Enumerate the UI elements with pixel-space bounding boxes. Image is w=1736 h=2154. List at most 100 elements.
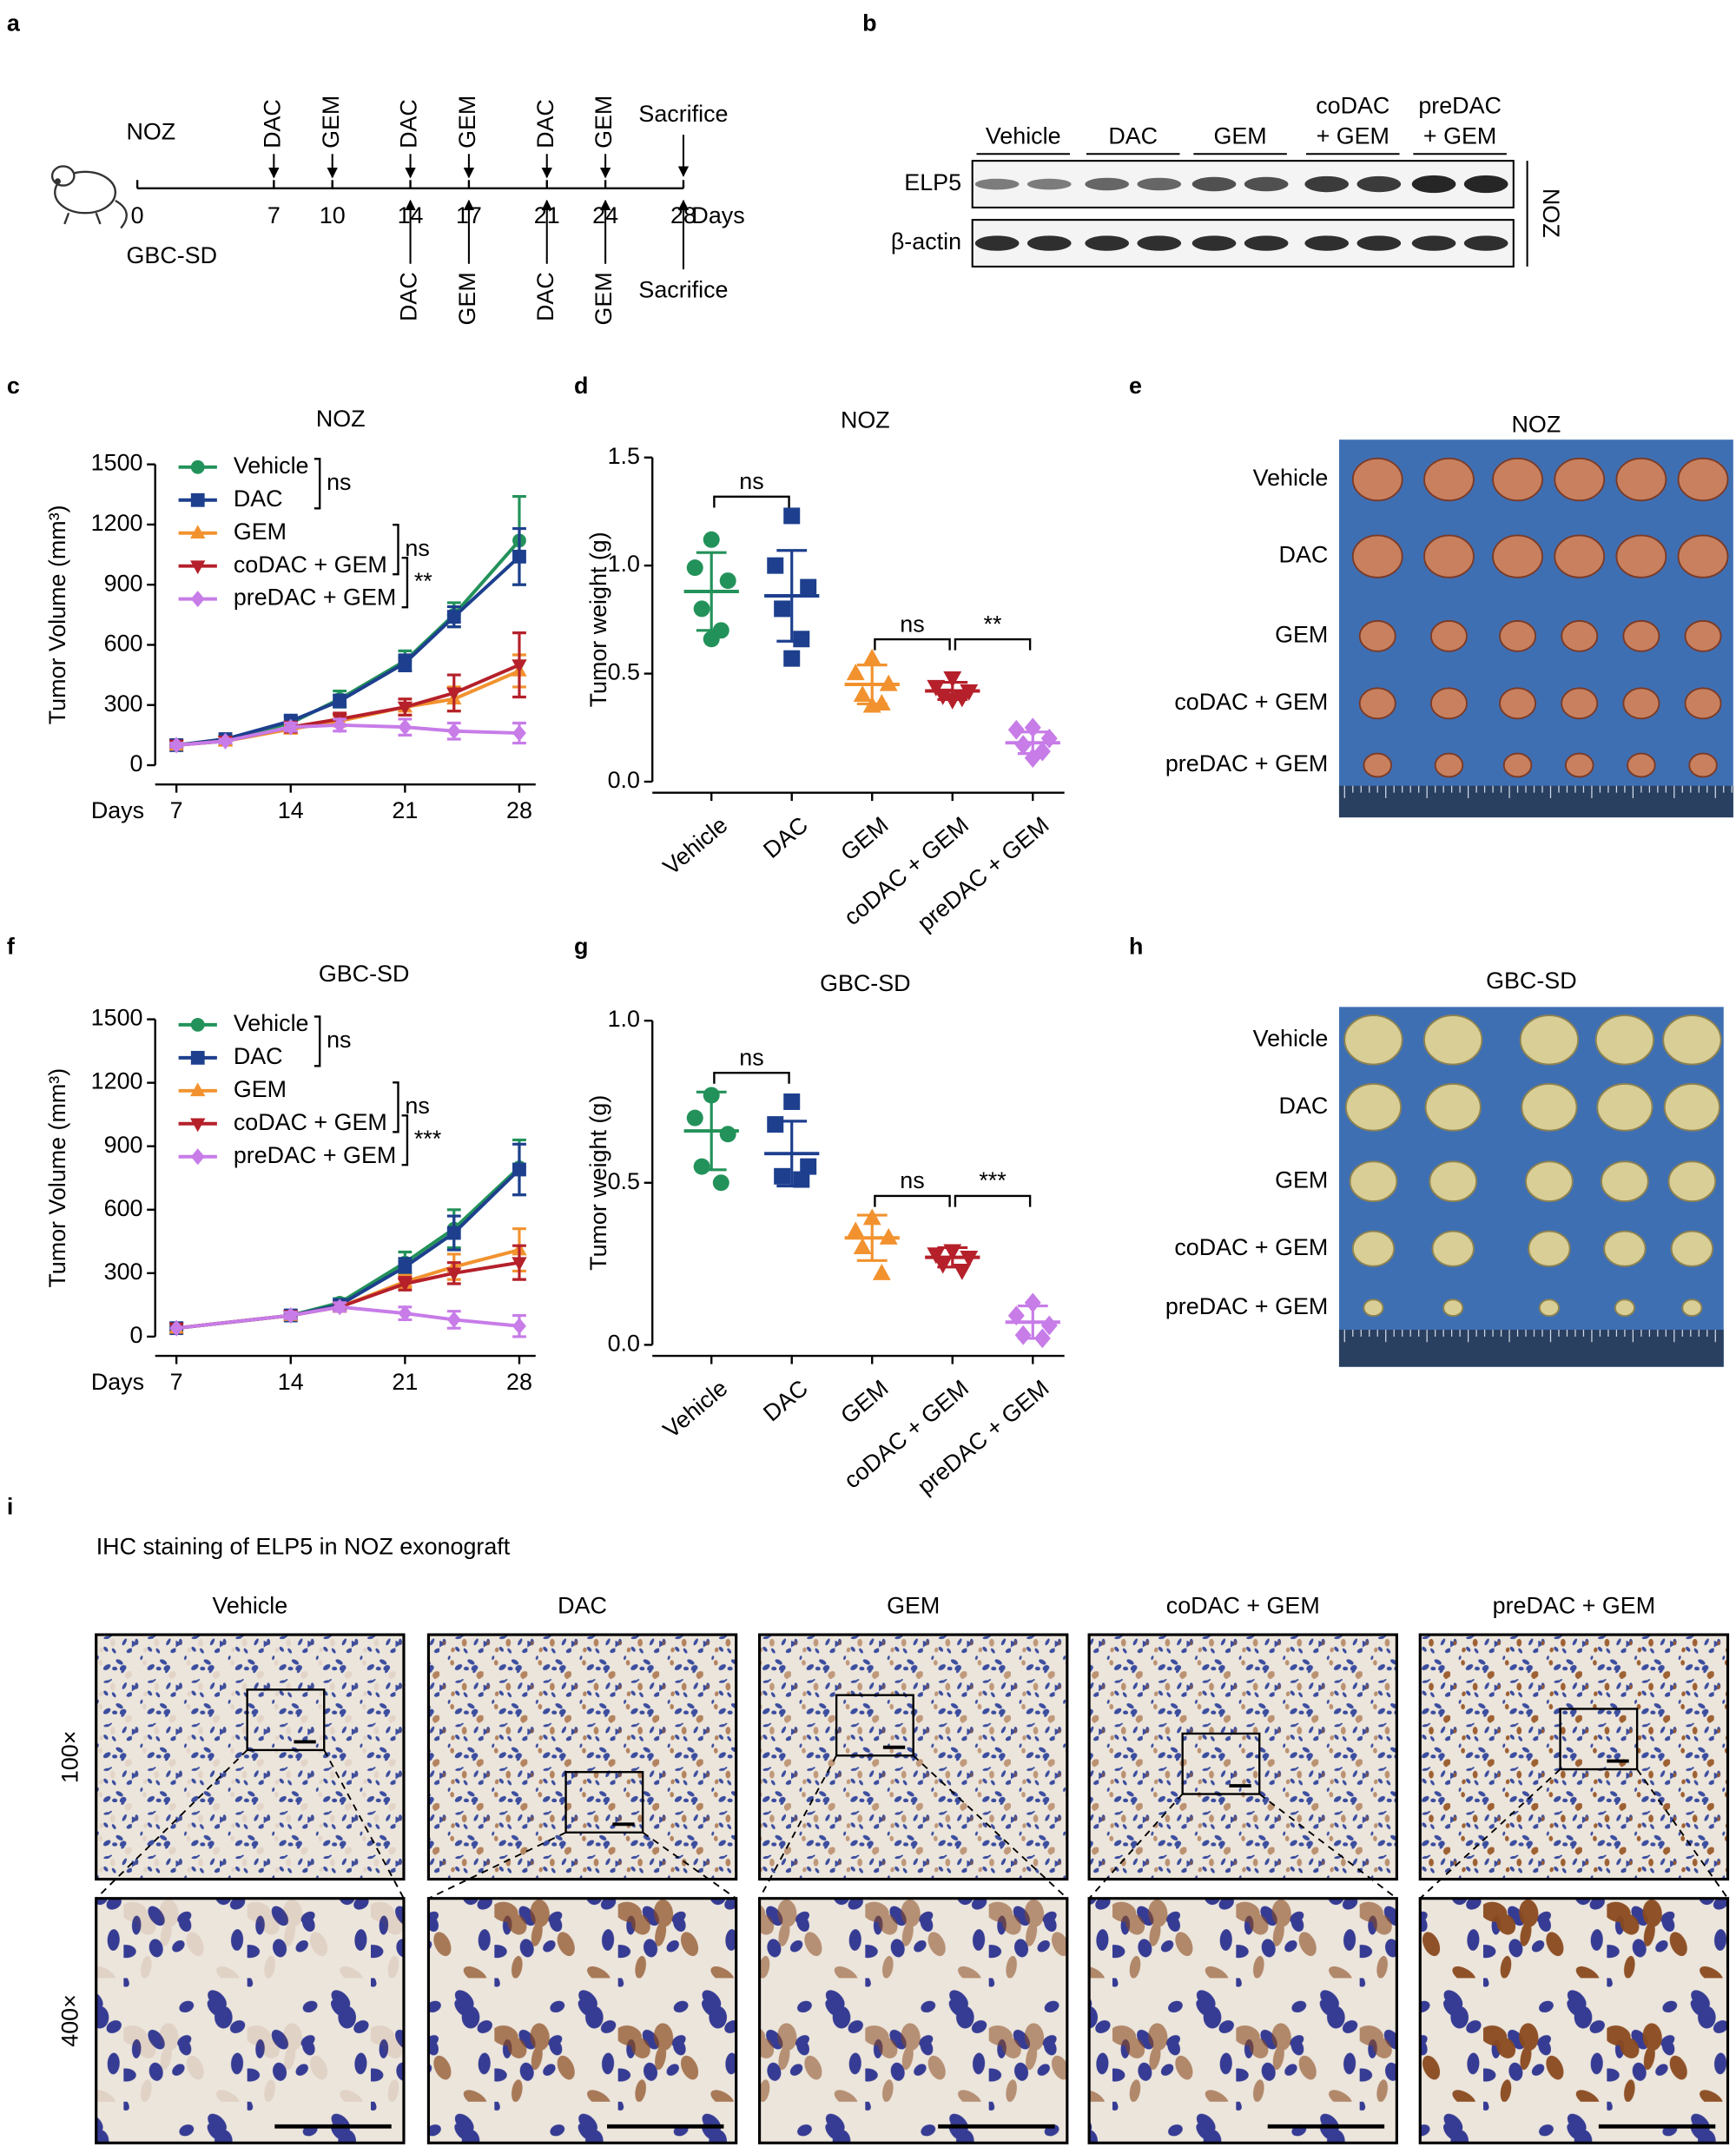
point	[943, 692, 962, 710]
point	[512, 1257, 527, 1272]
point	[934, 1257, 953, 1274]
tumor	[1663, 1082, 1720, 1132]
x-tick-label: DAC	[758, 811, 813, 862]
micrograph-stain	[428, 1635, 736, 1880]
micrograph-stain	[1089, 1635, 1397, 1880]
point	[943, 671, 962, 688]
legend-label: GEM	[234, 519, 287, 545]
tumor	[1499, 619, 1537, 652]
tumor	[1670, 1230, 1714, 1267]
band	[1137, 177, 1182, 191]
band	[1244, 176, 1289, 192]
zoom-box	[835, 1694, 914, 1757]
row-label: ELP5	[904, 169, 961, 195]
y-tick-label: 0.5	[608, 1168, 640, 1194]
tumor	[1667, 1160, 1717, 1202]
tumor	[1351, 1230, 1396, 1267]
point	[693, 600, 710, 618]
y-tick-label: 600	[104, 1195, 143, 1221]
tumor	[1614, 1298, 1635, 1318]
point	[398, 656, 413, 671]
point	[1024, 1292, 1041, 1313]
y-tick-label: 0.0	[608, 1330, 640, 1356]
legend-marker	[190, 1082, 206, 1097]
tumor	[1343, 1014, 1403, 1066]
zoom-line	[323, 1749, 405, 1900]
bracket	[954, 1194, 1032, 1207]
tumor	[1424, 1082, 1482, 1132]
tumor	[1601, 1160, 1649, 1202]
legend-label: preDAC + GEM	[234, 1142, 396, 1168]
event-label: GEM	[318, 96, 344, 149]
group-label: + GEM	[1317, 122, 1389, 149]
tumor	[1423, 1014, 1483, 1066]
chart-title: GBC-SD	[319, 961, 410, 987]
chart-title: NOZ	[841, 407, 890, 433]
bracket	[401, 557, 409, 609]
legend-label: Vehicle	[234, 1010, 309, 1036]
tumor	[1662, 1014, 1722, 1066]
band	[1463, 175, 1508, 194]
event-label: DAC	[532, 99, 558, 149]
group-label: DAC	[1108, 122, 1158, 149]
tumor	[1442, 1298, 1464, 1318]
point	[512, 1318, 526, 1335]
point	[169, 1319, 184, 1337]
chart-title: NOZ	[316, 406, 366, 432]
point	[767, 1116, 784, 1133]
x-tick-label: 21	[392, 1369, 418, 1395]
y-tick-label: 1.5	[608, 443, 640, 469]
panel-label: c	[7, 373, 20, 399]
point	[512, 1162, 526, 1177]
x-tick-label: Vehicle	[658, 811, 733, 880]
y-tick-label: 0.5	[608, 659, 640, 685]
x-tick-label: GEM	[835, 1375, 893, 1429]
zoom-line	[1258, 1793, 1397, 1900]
sd-bar	[776, 549, 808, 643]
tumor	[1423, 457, 1475, 502]
sd-bar	[776, 1120, 808, 1188]
tumor	[1564, 752, 1594, 778]
tumor	[1688, 752, 1718, 778]
panel-label: a	[7, 10, 21, 36]
micrograph-frame	[1087, 1897, 1398, 2144]
mouse-icon	[50, 165, 128, 229]
legend-label: preDAC + GEM	[234, 585, 396, 611]
point	[846, 664, 865, 681]
point	[1007, 1305, 1025, 1326]
magnification-label: 100×	[56, 1731, 83, 1784]
point	[719, 1126, 736, 1143]
legend-label: coDAC + GEM	[234, 1109, 387, 1135]
tumor	[1528, 1230, 1571, 1267]
tumor	[1429, 1160, 1478, 1202]
point	[1024, 748, 1041, 768]
y-tick-label: 0	[130, 1322, 143, 1348]
row-label: preDAC + GEM	[1165, 1293, 1328, 1319]
zoom-line	[1088, 1793, 1184, 1900]
bracket-label: ns	[327, 469, 351, 495]
group-label: Vehicle	[986, 122, 1061, 149]
band	[1463, 235, 1508, 251]
cell-line-label: NOZ	[1538, 188, 1564, 238]
row-label: GEM	[1275, 1166, 1328, 1193]
point	[1014, 735, 1032, 756]
row-label: β-actin	[891, 228, 961, 254]
point	[333, 694, 347, 709]
tumor	[1622, 619, 1660, 652]
point	[1014, 1325, 1032, 1345]
y-tick-label: 1.0	[608, 1006, 640, 1032]
band	[974, 178, 1020, 190]
legend-label: DAC	[234, 486, 283, 512]
point	[283, 1307, 298, 1325]
tumor	[1627, 752, 1656, 778]
point	[398, 1259, 413, 1274]
y-tick-label: 0	[130, 750, 143, 776]
tumor	[1344, 1082, 1403, 1132]
zoom-line	[913, 1754, 1068, 1900]
ruler	[1338, 1329, 1724, 1367]
bracket	[401, 1114, 409, 1166]
day-label: 0	[131, 202, 144, 228]
point	[446, 723, 461, 740]
point	[398, 718, 413, 736]
